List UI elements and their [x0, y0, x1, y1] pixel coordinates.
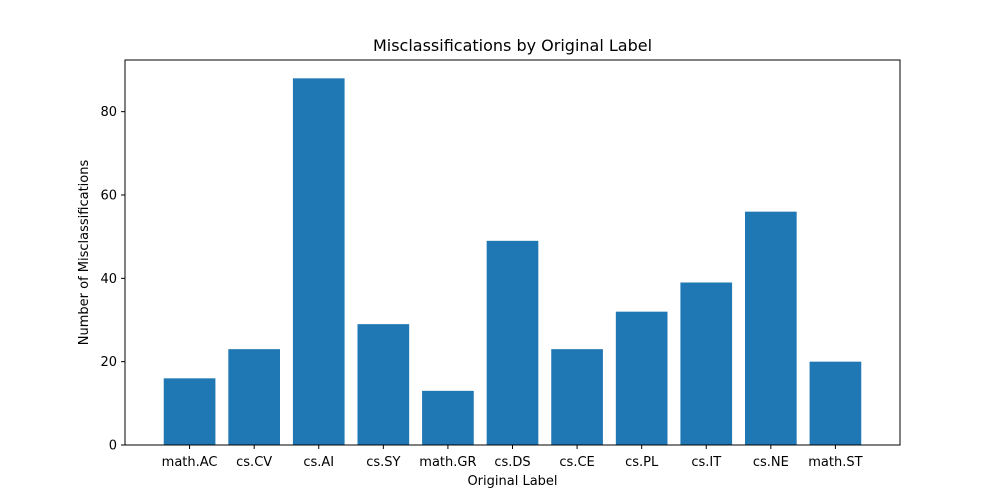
y-tick-label: 0	[109, 439, 117, 454]
y-axis-ticks: 0 20 40 60 80	[100, 105, 125, 454]
bar-math-ac	[163, 378, 216, 445]
x-tick-label: math.AC	[162, 455, 218, 470]
x-tick-label: cs.PL	[625, 455, 659, 470]
y-tick-label: 80	[100, 105, 117, 120]
bar-cs-pl	[615, 311, 668, 445]
y-tick-label: 40	[100, 272, 117, 287]
bar-cs-ai	[292, 78, 345, 445]
bar-cs-it	[680, 282, 733, 445]
plot-area-frame	[124, 59, 901, 446]
x-tick-label: cs.NE	[753, 455, 789, 470]
x-tick-label: cs.DS	[494, 455, 530, 470]
x-tick-label: cs.IT	[691, 455, 721, 470]
x-tick-label: cs.AI	[303, 455, 334, 470]
bar-cs-ds	[486, 240, 539, 445]
x-axis-ticks: math.AC cs.CV cs.AI cs.SY math.GR cs.DS cs.CE c…	[162, 445, 863, 470]
bar-math-gr	[422, 390, 474, 445]
bar-cs-ce	[551, 349, 603, 445]
bar-cs-ne	[745, 211, 797, 445]
bars-group	[163, 78, 862, 445]
chart-title: Misclassifications by Original Label	[373, 36, 652, 55]
y-axis-label: Number of Misclassifications	[77, 160, 92, 346]
bar-cs-cv	[228, 349, 280, 445]
x-tick-label: math.GR	[419, 455, 476, 470]
x-tick-label: cs.CE	[559, 455, 594, 470]
x-tick-label: math.ST	[808, 455, 862, 470]
x-tick-label: cs.CV	[236, 455, 272, 470]
y-tick-label: 20	[100, 355, 117, 370]
x-axis-label: Original Label	[467, 474, 557, 489]
x-tick-label: cs.SY	[366, 455, 400, 470]
bar-cs-sy	[357, 324, 410, 445]
y-tick-label: 60	[100, 189, 117, 204]
bar-math-st	[809, 361, 862, 445]
